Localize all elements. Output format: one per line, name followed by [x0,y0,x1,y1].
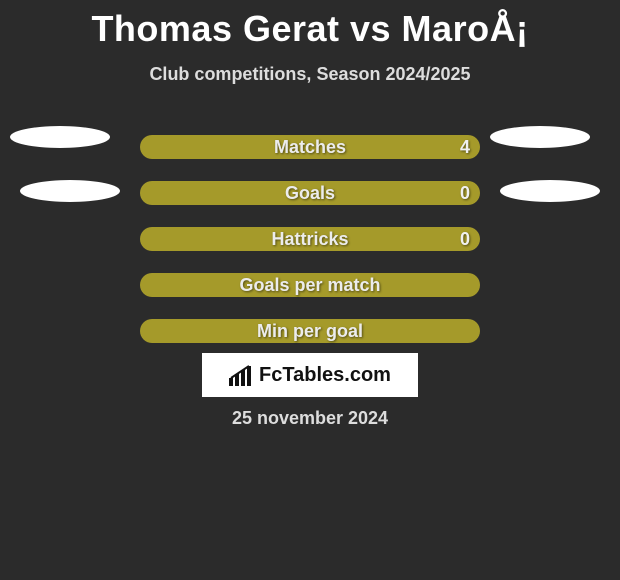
stat-bar [140,135,480,159]
stat-bar [140,319,480,343]
stat-bar [140,181,480,205]
title: Thomas Gerat vs MaroÅ¡ [0,0,620,50]
bars-icon [229,364,255,386]
stat-row-goals-per-match: Goals per match [0,261,620,307]
date: 25 november 2024 [0,408,620,429]
comparison-card: Thomas Gerat vs MaroÅ¡ Club competitions… [0,0,620,580]
stat-row-goals: Goals 0 [0,169,620,215]
source-logo: FcTables.com [202,353,418,397]
stat-bar [140,227,480,251]
logo-inner: FcTables.com [229,364,391,387]
logo-text: FcTables.com [259,364,391,387]
stat-bar [140,273,480,297]
stat-rows: Matches 4 Goals 0 Hattricks 0 Goals per … [0,123,620,353]
subtitle: Club competitions, Season 2024/2025 [0,64,620,85]
stat-row-matches: Matches 4 [0,123,620,169]
stat-row-min-per-goal: Min per goal [0,307,620,353]
stat-row-hattricks: Hattricks 0 [0,215,620,261]
